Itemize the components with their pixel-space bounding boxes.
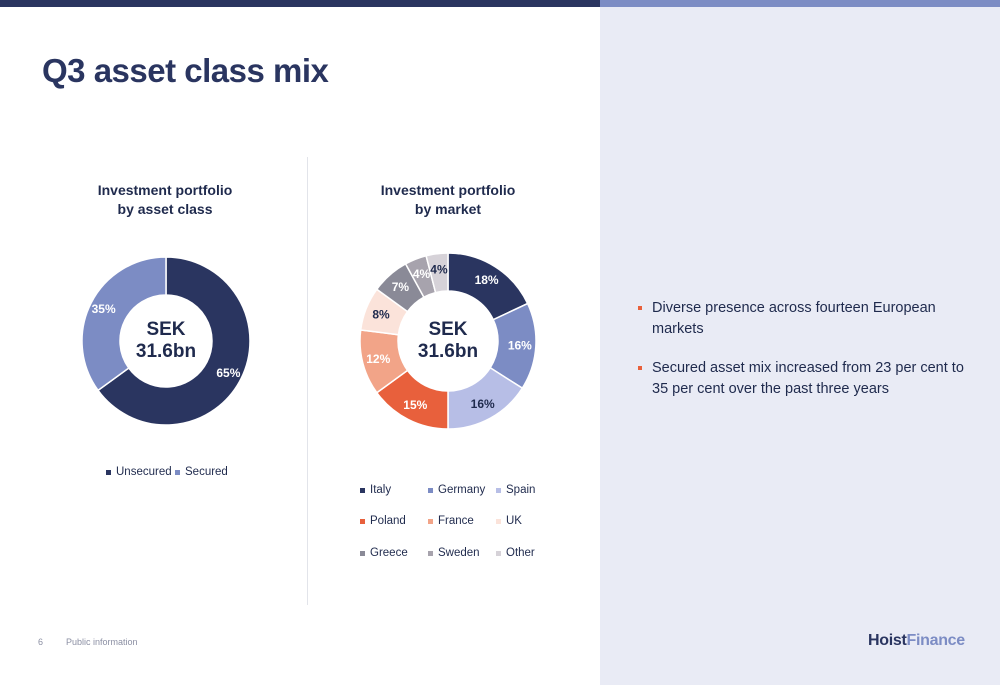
bullet-square-icon	[638, 306, 642, 310]
legend-swatch	[428, 550, 433, 556]
top-accent-bar	[0, 0, 600, 7]
legend-swatch	[496, 550, 501, 556]
legend-label: UK	[506, 515, 522, 527]
legend-swatch	[360, 518, 365, 524]
legend-item-secured: Secured	[175, 466, 228, 478]
bullet-square-icon	[638, 366, 642, 370]
legend-swatch	[360, 487, 365, 493]
legend-item-unsecured: Unsecured	[106, 466, 172, 478]
donut-center-label: 31.6bn	[136, 341, 196, 362]
donut-center-label: SEK	[146, 319, 185, 340]
data-label-italy: 18%	[475, 273, 499, 287]
legend-label: Italy	[370, 484, 392, 496]
chart-title-market: Investment portfolio by market	[343, 181, 553, 219]
legend-item-uk: UK	[496, 515, 522, 527]
legend-label: Unsecured	[116, 466, 172, 478]
data-label-poland: 15%	[403, 398, 427, 412]
key-point: Diverse presence across fourteen Europea…	[638, 298, 968, 340]
legend-item-italy: Italy	[360, 484, 391, 496]
legend-swatch	[496, 487, 501, 493]
top-accent-bar-light	[600, 0, 1000, 7]
right-panel	[600, 7, 1000, 685]
chart-title-line: Investment portfolio	[380, 182, 516, 198]
data-label-sweden: 4%	[413, 267, 431, 281]
legend-item-spain: Spain	[496, 484, 535, 496]
key-point-text: Secured asset mix increased from 23 per …	[652, 360, 964, 397]
data-label-unsecured: 65%	[216, 366, 240, 380]
data-label-france: 12%	[366, 352, 390, 366]
chart-title-line: by market	[414, 201, 482, 217]
legend-item-other: Other	[496, 547, 535, 559]
hoist-finance-logo: HoistFinance	[868, 632, 965, 650]
legend-label: Spain	[506, 484, 536, 496]
legend-item-germany: Germany	[428, 484, 485, 496]
logo-part-1: Hoist	[868, 632, 907, 649]
key-point-text: Diverse presence across fourteen Europea…	[652, 300, 936, 337]
page-title: Q3 asset class mix	[42, 52, 329, 89]
legend-swatch	[106, 469, 111, 475]
data-label-greece: 7%	[392, 280, 410, 294]
legend-swatch	[360, 550, 365, 556]
legend-item-sweden: Sweden	[428, 547, 480, 559]
legend-label: Secured	[185, 466, 228, 478]
data-label-germany: 16%	[508, 339, 532, 353]
legend-label: France	[438, 515, 474, 527]
chart-title-line: by asset class	[117, 201, 213, 217]
legend-label: Poland	[370, 515, 406, 527]
legend-item-france: France	[428, 515, 474, 527]
donut-slice-secured	[81, 256, 167, 392]
legend-swatch	[428, 518, 433, 524]
legend-swatch	[175, 469, 180, 475]
donut-center-label: SEK	[428, 319, 467, 340]
chart-divider	[307, 157, 308, 605]
legend-label: Greece	[370, 547, 408, 559]
legend-item-greece: Greece	[360, 547, 408, 559]
data-label-secured: 35%	[92, 302, 116, 316]
data-label-other: 4%	[430, 263, 448, 277]
legend-label: Germany	[438, 484, 486, 496]
legend-swatch	[496, 518, 501, 524]
chart-title-line: Investment portfolio	[97, 182, 233, 198]
chart-title-asset-class: Investment portfolio by asset class	[60, 181, 270, 219]
legend-label: Sweden	[438, 547, 480, 559]
page-number: 6	[38, 637, 44, 647]
data-label-spain: 16%	[471, 397, 495, 411]
donut-slice-other	[425, 252, 449, 294]
key-points-list: Diverse presence across fourteen Europea…	[638, 298, 968, 418]
legend-item-poland: Poland	[360, 515, 406, 527]
donut-slice-unsecured	[96, 256, 251, 426]
data-label-uk: 8%	[372, 307, 390, 321]
donut-center-label: 31.6bn	[418, 341, 478, 362]
footer-classification: Public information	[66, 637, 138, 647]
logo-part-2: Finance	[906, 632, 966, 649]
legend-swatch	[428, 487, 433, 493]
legend-label: Other	[506, 547, 535, 559]
key-point: Secured asset mix increased from 23 per …	[638, 358, 968, 400]
